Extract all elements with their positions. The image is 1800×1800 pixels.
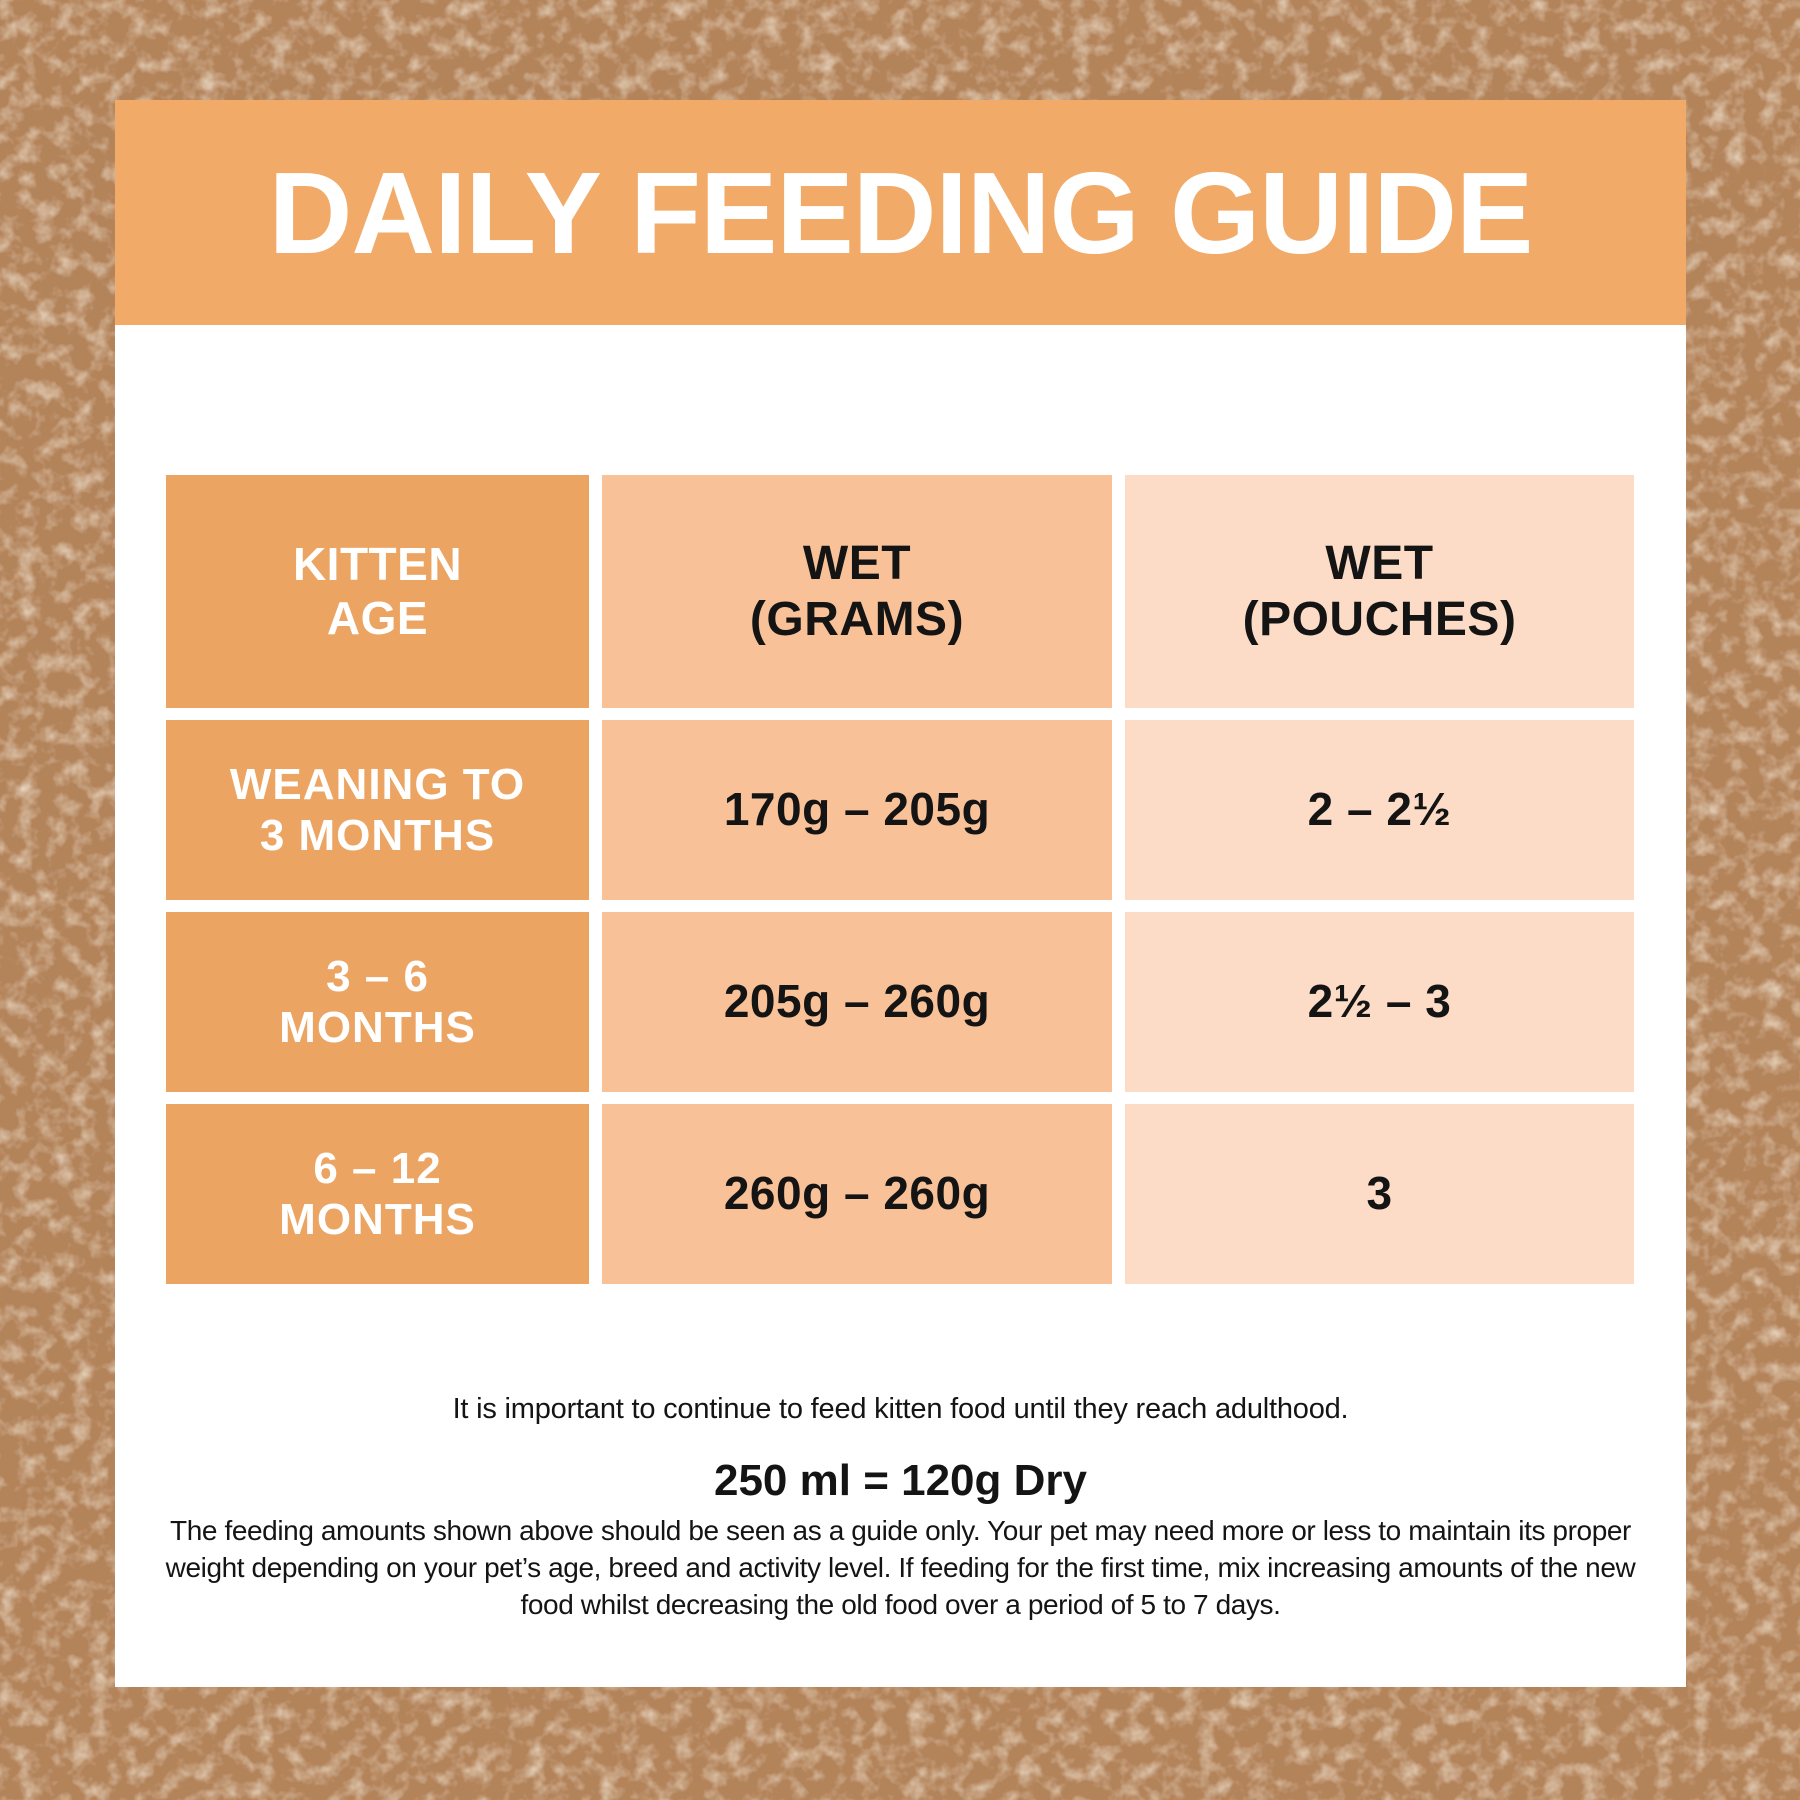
wet-pouches-cell-row1: 2½ – 3 <box>1125 912 1634 1092</box>
age-cell-row0: WEANING TO 3 MONTHS <box>166 720 589 900</box>
age-line: MONTHS <box>279 1195 476 1244</box>
col-header-wet-grams: WET (GRAMS) <box>602 475 1112 708</box>
age-line: 3 MONTHS <box>259 811 496 860</box>
age-line: 3 – 6 <box>326 951 429 1001</box>
col-header-line: (POUCHES) <box>1242 592 1517 646</box>
col-header-line: WET <box>802 536 912 590</box>
kitten-food-note: It is important to continue to feed kitt… <box>452 1393 1349 1425</box>
feeding-guide-card: DAILY FEEDING GUIDE KITTEN AGE WET (GRAM… <box>115 100 1686 1687</box>
conversion-note: 250 ml = 120g Dry <box>713 1456 1087 1505</box>
page-title: DAILY FEEDING GUIDE <box>268 147 1534 278</box>
col-header-kitten-age: KITTEN AGE <box>166 475 589 708</box>
wet-pouches-cell-row0: 2 – 2½ <box>1125 720 1634 900</box>
age-line: MONTHS <box>279 1003 476 1052</box>
age-cell-row1: 3 – 6 MONTHS <box>166 912 589 1092</box>
col-header-line: KITTEN <box>292 538 463 591</box>
age-line: WEANING TO <box>229 759 526 809</box>
disclaimer-text: The feeding amounts shown above should b… <box>165 1515 1636 1620</box>
col-header-wet-pouches: WET (POUCHES) <box>1125 475 1634 708</box>
col-header-line: AGE <box>326 591 429 644</box>
feeding-table: KITTEN AGE WET (GRAMS) WET (POUCHES) WEA… <box>166 475 1634 1284</box>
wet-grams-cell-row1: 205g – 260g <box>602 912 1112 1092</box>
age-cell-row2: 6 – 12 MONTHS <box>166 1104 589 1284</box>
title-banner: DAILY FEEDING GUIDE <box>115 100 1686 325</box>
wet-pouches-cell-row2: 3 <box>1125 1104 1634 1284</box>
col-header-line: WET <box>1325 536 1434 590</box>
age-line: 6 – 12 <box>313 1143 442 1193</box>
wet-grams-cell-row0: 170g – 205g <box>602 720 1112 900</box>
wet-grams-cell-row2: 260g – 260g <box>602 1104 1112 1284</box>
col-header-line: (GRAMS) <box>749 592 965 646</box>
